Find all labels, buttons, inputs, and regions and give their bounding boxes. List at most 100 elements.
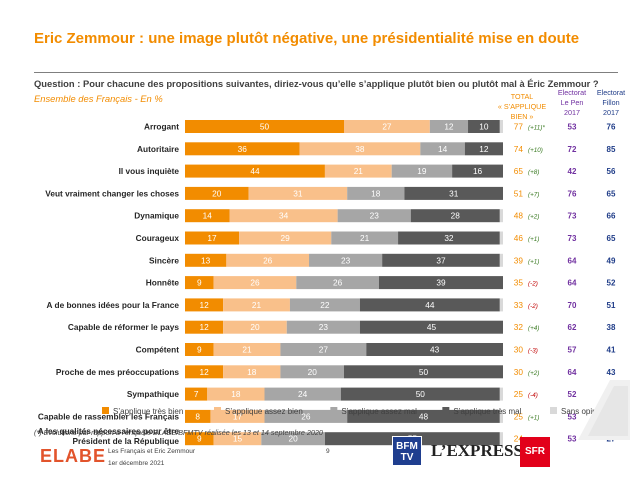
data-label: 19 [417, 166, 427, 176]
data-label: 39 [436, 278, 446, 288]
bar-segment [185, 164, 325, 178]
bar-segment [185, 409, 211, 423]
category-label: Arrogant [144, 122, 179, 132]
bar-segment [499, 387, 503, 401]
data-label: 12 [199, 367, 209, 377]
data-label: 31 [449, 188, 459, 198]
category-label: Dynamique [134, 211, 179, 221]
evolution-value: (+11)* [528, 125, 545, 132]
evolution-value: (+7) [528, 191, 539, 198]
data-label: 23 [319, 322, 329, 332]
bar-segment [261, 432, 325, 446]
bfmtv-logo: BFM TV [392, 436, 422, 466]
bfmtv-logo-line1: BFM [396, 441, 418, 452]
bar-segment [429, 120, 469, 133]
bar-segment [499, 432, 503, 446]
bar-segment [452, 164, 503, 178]
data-label: 27 [319, 345, 329, 355]
category-label: A de bonnes idées pour la France [47, 300, 180, 310]
category-label: Sympathique [127, 389, 179, 399]
total-value: 30 [514, 345, 524, 355]
evolution-value: (+1) [528, 236, 539, 243]
column-header-lepen-line2: Le Pen [560, 98, 584, 107]
data-label: 20 [212, 188, 222, 198]
data-label: 31 [293, 188, 303, 198]
category-label-line: Président de la République [73, 436, 180, 446]
legend-label: S’applique assez bien [225, 407, 303, 416]
total-value: 30 [514, 367, 524, 377]
lepen-value: 64 [568, 279, 577, 288]
lepen-value: 52 [568, 390, 577, 399]
bar-segment [213, 343, 281, 356]
total-value: 24 [514, 434, 524, 444]
data-label: 18 [247, 367, 257, 377]
column-header-total-line1: TOTAL [510, 92, 534, 101]
fillon-value: 49 [607, 256, 616, 265]
data-label: 21 [242, 345, 252, 355]
bar-segment [185, 231, 240, 245]
bar-segment [213, 276, 297, 290]
evolution-value: (-3) [528, 348, 538, 355]
data-label: 12 [444, 122, 454, 132]
data-label: 20 [289, 434, 299, 444]
category-label: Proche de mes préoccupations [56, 367, 179, 377]
data-label: 17 [207, 233, 217, 243]
data-label: 9 [197, 278, 202, 288]
bar-segment [468, 120, 500, 133]
total-value: 48 [514, 211, 524, 221]
lepen-value: 53 [568, 412, 577, 421]
question-text: Question : Pour chacune des propositions… [34, 78, 599, 89]
fillon-value: 51 [607, 301, 616, 310]
fillon-value: 65 [607, 234, 616, 243]
bar-segment [264, 409, 348, 423]
data-label: 50 [419, 367, 429, 377]
fillon-value: 56 [607, 167, 616, 176]
page-number: 9 [326, 448, 330, 455]
data-label: 44 [425, 300, 435, 310]
data-label: 24 [298, 389, 308, 399]
evolution-value: (+4) [528, 325, 539, 332]
data-label: 50 [260, 122, 270, 132]
bar-segment [464, 142, 503, 156]
evolution-value: (-2) [528, 303, 538, 310]
legend-label: S’applique très mal [453, 407, 521, 416]
bar-segment [331, 231, 399, 245]
lepen-value: 42 [568, 167, 577, 176]
data-label: 15 [233, 434, 243, 444]
total-value: 74 [514, 144, 524, 154]
bar-segment [366, 343, 503, 356]
data-label: 17 [233, 411, 243, 421]
bar-segment [185, 432, 214, 446]
bfmtv-logo-line2: TV [400, 452, 414, 463]
evolution-value: (-4) [528, 392, 538, 399]
bar-segment [185, 387, 208, 401]
fillon-value: 85 [607, 145, 616, 154]
category-label: Sincère [149, 255, 179, 265]
bar-segment [185, 186, 249, 200]
data-label: 22 [320, 300, 330, 310]
category-label: Honnête [146, 278, 180, 288]
bar-segment [398, 231, 500, 245]
category-label: Veut vraiment changer les choses [45, 188, 179, 198]
column-header-fillon-line3: 2017 [603, 108, 619, 117]
elabe-logo: ELABE [40, 446, 107, 466]
bar-segment [499, 231, 503, 245]
category-label-line: A les qualités nécessaires pour être [38, 426, 180, 436]
bar-segment [309, 253, 383, 267]
data-label: 32 [444, 233, 454, 243]
bar-segment [264, 387, 341, 401]
data-label: 8 [195, 411, 200, 421]
bar-segment [337, 209, 411, 223]
column-header-fillon-line2: Fillon [602, 98, 620, 107]
data-label: 21 [360, 233, 370, 243]
column-header-fillon-line1: Electorat [596, 88, 626, 97]
bar-segment [340, 387, 500, 401]
category-label: Capable de réformer le pays [68, 322, 180, 332]
legend-label: S’applique très bien [113, 407, 183, 416]
data-label: 16 [473, 166, 483, 176]
title-divider [34, 72, 618, 73]
bar-segment [344, 365, 503, 379]
fillon-value: 76 [607, 123, 616, 132]
lepen-value: 73 [568, 234, 577, 243]
